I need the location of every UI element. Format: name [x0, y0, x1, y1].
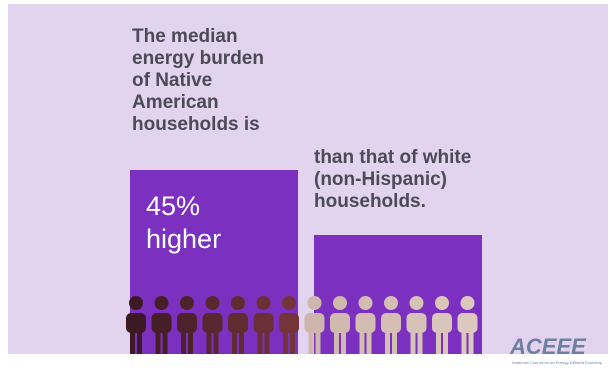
text-line: (non-Hispanic) [314, 169, 447, 190]
person-part [334, 330, 339, 354]
person-part [155, 330, 161, 354]
person-part [443, 330, 448, 354]
text-line: American [132, 92, 219, 113]
person-part [406, 313, 427, 333]
person-part [435, 296, 449, 310]
logo: ACEEE [510, 334, 586, 359]
person-part [180, 296, 194, 310]
person-part [239, 330, 244, 354]
text-line: than that of white [314, 147, 472, 168]
person-part [283, 330, 288, 354]
person-part [392, 330, 397, 354]
person-part [355, 313, 376, 333]
person-part [151, 313, 172, 333]
text-line: 45% [146, 191, 201, 221]
person-part [410, 330, 416, 354]
person-part [381, 313, 401, 333]
right-bar [314, 235, 482, 354]
person-part [384, 296, 398, 310]
text-line: higher [146, 224, 222, 254]
text-line: households is [132, 114, 260, 135]
logo-subtitle: American Council for an Energy-Efficient… [512, 360, 602, 365]
person-part [253, 313, 274, 333]
person-part [359, 330, 365, 354]
person-part [282, 296, 296, 310]
person-part [162, 330, 168, 354]
person-part [181, 330, 186, 354]
person-part [366, 330, 372, 354]
person-part [304, 313, 325, 333]
panel [8, 4, 608, 354]
text-line: households. [314, 191, 426, 212]
person-part [279, 313, 299, 333]
person-part [202, 313, 223, 333]
person-part [213, 330, 219, 354]
people-icons [126, 296, 478, 354]
person-part [137, 330, 142, 354]
person-part [315, 330, 321, 354]
person-part [264, 330, 270, 354]
person-part [341, 330, 346, 354]
person-part [228, 313, 248, 333]
person-part [206, 330, 212, 354]
text-line: energy burden [132, 48, 264, 69]
person-part [290, 330, 295, 354]
left-text: The median energy burden of Native American… [132, 26, 264, 136]
person-part [257, 330, 263, 354]
person-part [256, 296, 271, 310]
person-part [130, 330, 135, 354]
person-part [188, 330, 193, 354]
person-part [385, 330, 390, 354]
person-part [460, 296, 475, 310]
person-part [154, 296, 169, 310]
person-part [205, 296, 220, 310]
person-part [457, 313, 478, 333]
right-text: than that of white (non-Hispanic) househol… [314, 147, 471, 213]
person-part [307, 296, 322, 310]
person-part [409, 296, 424, 310]
person-part [126, 313, 146, 333]
person-part [461, 330, 467, 354]
person-part [129, 296, 143, 310]
person-part [177, 313, 197, 333]
person-part [232, 330, 237, 354]
person-part [436, 330, 441, 354]
person-part [231, 296, 245, 310]
person-part [358, 296, 373, 310]
person-part [333, 296, 347, 310]
highlight-text: 45% higher [146, 190, 221, 256]
person-part [417, 330, 423, 354]
person-part [308, 330, 314, 354]
person-part [468, 330, 474, 354]
text-line: The median [132, 26, 238, 47]
text-line: of Native [132, 70, 213, 91]
person-part [432, 313, 452, 333]
person-part [330, 313, 350, 333]
